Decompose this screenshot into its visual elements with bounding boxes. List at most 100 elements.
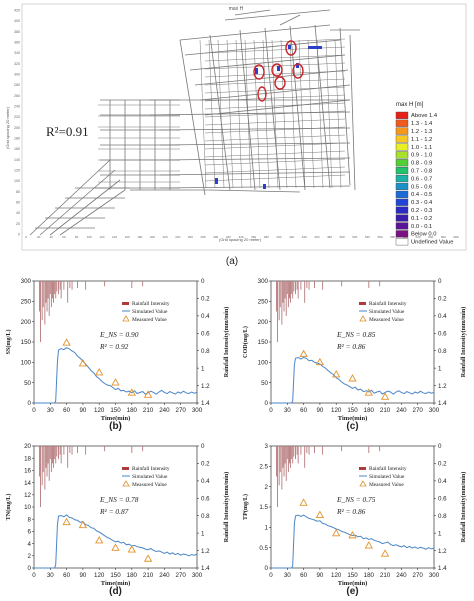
- legend-label: 0.2 - 0.3: [411, 208, 432, 214]
- chart-ss: 0 30 60 90 120 150 180 210 240 270 300 0 50 100 150 200…: [5, 278, 230, 432]
- map-y-tick-label: 40: [16, 211, 20, 215]
- road-line: [179, 39, 206, 196]
- measured-point: [143, 390, 153, 398]
- measured-point: [127, 388, 136, 396]
- y-tick-label: 0: [265, 400, 269, 407]
- legend-meas-swatch: [122, 480, 130, 487]
- y2-tick-label: 0: [438, 443, 442, 450]
- measured-point: [364, 541, 373, 549]
- map-y-tick-label: 160: [14, 147, 20, 151]
- y-tick-label: 0.5: [259, 545, 268, 552]
- x-tick-label: 300: [429, 407, 440, 414]
- map-y-tick-label: 0: [18, 233, 20, 237]
- panel-label-a: (a): [226, 256, 238, 267]
- y2-tick-label: 0.2: [438, 296, 447, 303]
- map-x-tick-label: 120: [99, 235, 104, 239]
- measured-point: [95, 536, 104, 544]
- road-line: [29, 159, 111, 236]
- stat-r2: R² = 0.87: [99, 507, 129, 516]
- y2-tick-label: 1.2: [201, 383, 210, 390]
- map-y-tick-label: 320: [14, 62, 20, 66]
- flood-spots: [215, 45, 322, 189]
- legend-label: 0.8 - 0.9: [411, 161, 432, 167]
- legend-label: Below 0.0: [411, 232, 436, 238]
- measured-point: [78, 359, 88, 367]
- y2-tick-label: 1: [438, 530, 442, 537]
- stat-ens: E_NS = 0.85: [336, 330, 376, 339]
- measured-point: [380, 549, 390, 557]
- y-tick-label: 16: [24, 468, 31, 475]
- measured-point: [364, 388, 373, 396]
- road-line: [199, 84, 351, 101]
- road-line: [159, 157, 351, 161]
- road-line: [253, 39, 261, 189]
- road-line: [199, 39, 207, 189]
- y-tick-label: 1.5: [259, 504, 268, 511]
- legend-swatch: [395, 222, 409, 230]
- map-x-tick-label: 80: [75, 235, 79, 239]
- x-tick-label: 30: [284, 407, 291, 414]
- y2-tick-label: 0.8: [201, 513, 210, 520]
- simulated-line: [271, 356, 435, 404]
- map-x-tick-label: 180: [137, 235, 142, 239]
- legend-label: 0.6 - 0.7: [411, 176, 432, 182]
- y-tick-label: 300: [21, 278, 32, 285]
- map-x-tick-label: 460: [314, 235, 319, 239]
- x-tick-label: 120: [94, 572, 105, 579]
- x-tick-label: 0: [269, 407, 273, 414]
- measured-point: [62, 517, 71, 526]
- x-tick-label: 150: [347, 407, 358, 414]
- legend-label: 1.2 - 1.3: [411, 129, 432, 135]
- road-line: [307, 39, 315, 189]
- map-y-tick-label: 360: [14, 41, 20, 45]
- measured-point: [127, 545, 136, 553]
- measured-point: [332, 528, 341, 537]
- y-tick-label: 0: [28, 400, 32, 407]
- measured-point: [332, 370, 341, 378]
- map-x-tick-label: 360: [251, 235, 256, 239]
- measured-point: [111, 543, 120, 551]
- legend-swatch: [395, 111, 409, 119]
- x-tick-label: 240: [159, 572, 170, 579]
- map-x-tick-label: 400: [276, 235, 281, 239]
- map-legend: max H [m] Above 1.4 1.3 - 1.4 1.2 - 1.3 1.1…: [395, 102, 453, 246]
- x-tick-label: 90: [316, 572, 323, 579]
- x-tick-label: 210: [380, 407, 391, 414]
- x-tick-label: 240: [396, 572, 407, 579]
- map-y-tick-label: 300: [14, 73, 20, 77]
- x-tick-label: 90: [79, 407, 86, 414]
- road-line: [279, 14, 301, 26]
- legend-swatch: [395, 151, 409, 159]
- map-y-tick-label: 120: [14, 169, 20, 173]
- road-line: [289, 39, 297, 189]
- legend-meas-swatch: [359, 480, 367, 487]
- road-line: [189, 54, 346, 71]
- y-tick-label: 2: [28, 553, 32, 560]
- legend-label: 0.4 - 0.5: [411, 192, 432, 198]
- x-tick-label: 210: [380, 572, 391, 579]
- legend-swatch: [395, 230, 409, 238]
- map-x-tick-label: 580: [390, 235, 395, 239]
- x-tick-label: 120: [94, 407, 105, 414]
- road-line: [39, 169, 116, 236]
- legend-meas-swatch: [359, 315, 367, 322]
- road-line: [204, 86, 346, 94]
- legend-swatch: [395, 127, 409, 135]
- legend-label: 0.0 - 0.1: [411, 224, 432, 230]
- map-y-tick-label: 240: [14, 105, 20, 109]
- road-line: [208, 39, 216, 189]
- y-tick-label: 200: [21, 319, 32, 326]
- y2-axis-label: Rainfall Intensity(mm/min): [460, 472, 467, 543]
- map-y-tick-label: 100: [14, 179, 20, 183]
- legend-swatch: [395, 214, 409, 222]
- panel-label: (e): [346, 586, 358, 597]
- x-tick-label: 210: [143, 572, 154, 579]
- y-tick-label: 0: [265, 565, 269, 572]
- map-x-tick-label: 260: [188, 235, 193, 239]
- x-tick-label: 60: [63, 407, 70, 414]
- y2-tick-label: 1.4: [438, 400, 447, 407]
- road-line: [204, 174, 346, 182]
- y2-tick-label: 1.4: [201, 565, 210, 572]
- map-x-tick-label: 40: [50, 235, 54, 239]
- map-y-tick-label: 340: [14, 51, 20, 55]
